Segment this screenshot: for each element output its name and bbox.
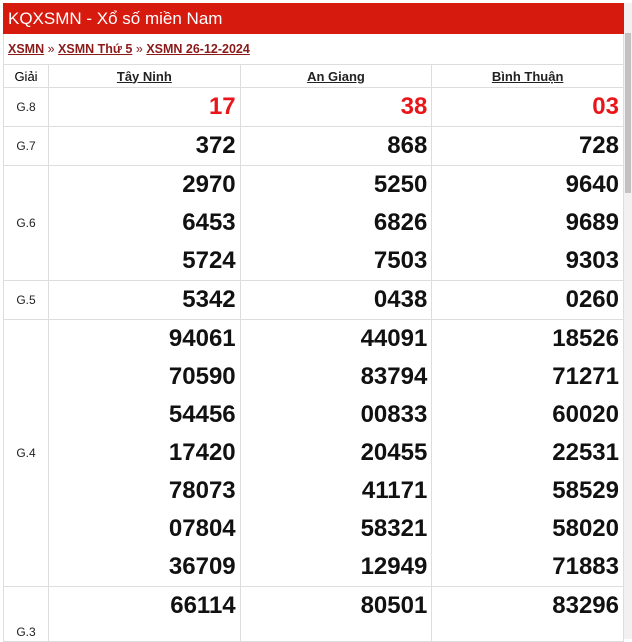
result-number: 6453 [182, 209, 236, 236]
result-number: 03 [592, 93, 619, 120]
result-cell: 728 [431, 126, 624, 166]
table-row: G.4 94061 70590 54456 17420 78073 07804 36709 44… [3, 319, 624, 587]
result-number: 9640 [565, 171, 619, 198]
prize-label: G.4 [3, 319, 49, 587]
province-header: Tây Ninh [48, 64, 241, 88]
prize-label: G.5 [3, 280, 49, 320]
result-cell: 868 [239, 126, 433, 166]
result-cell: 66114 [48, 586, 241, 642]
result-number: 58529 [552, 477, 619, 504]
page-title: KQXSMN - Xổ số miền Nam [3, 3, 624, 34]
province-header: An Giang [239, 64, 433, 88]
result-number: 83794 [360, 363, 428, 390]
result-number: 66114 [170, 592, 236, 619]
table-row: G.3 66114 80501 83296 [3, 586, 624, 642]
result-number: 44091 [360, 325, 428, 352]
result-number: 94061 [168, 325, 236, 352]
result-cell: 372 [48, 126, 241, 166]
table-row: G.6 2970 6453 5724 5250 6826 7503 9640 9689 9303 [3, 165, 624, 281]
result-number: 6826 [373, 209, 428, 236]
prize-label: G.3 [3, 586, 49, 642]
table-header-row: Giải Tây Ninh An Giang Bình Thuận [3, 64, 624, 88]
table-row: G.7 372 868 728 [3, 126, 624, 166]
result-number: 58321 [360, 515, 428, 542]
result-number: 868 [387, 132, 428, 159]
breadcrumb-separator: » [135, 42, 143, 56]
prize-label: G.8 [3, 87, 49, 127]
province-link[interactable]: Bình Thuận [491, 68, 564, 84]
scrollbar-thumb[interactable] [625, 33, 631, 193]
province-header: Bình Thuận [431, 64, 624, 88]
result-number: 9689 [565, 209, 619, 236]
result-number: 78073 [168, 477, 236, 504]
result-number: 2970 [182, 171, 236, 198]
result-number: 60020 [552, 401, 619, 428]
prize-label: G.7 [3, 126, 49, 166]
prize-column-header: Giải [3, 64, 49, 88]
result-number: 54456 [168, 401, 236, 428]
result-cell: 2970 6453 5724 [48, 165, 241, 281]
result-number: 70590 [168, 363, 236, 390]
result-cell: 5250 6826 7503 [239, 165, 433, 281]
result-number: 00833 [360, 401, 428, 428]
result-number: 83296 [552, 592, 619, 619]
province-link[interactable]: Tây Ninh [116, 68, 172, 84]
breadcrumb-xsmn[interactable]: XSMN [8, 42, 45, 56]
results-panel: KQXSMN - Xổ số miền Nam XSMN » XSMN Thứ … [3, 3, 624, 642]
result-number: 5342 [182, 286, 236, 313]
breadcrumb: XSMN » XSMN Thứ 5 » XSMN 26-12-2024 [3, 34, 624, 64]
result-number: 0438 [373, 286, 428, 313]
result-number: 17 [208, 93, 236, 120]
result-number: 71883 [552, 553, 619, 580]
result-number: 20455 [360, 439, 428, 466]
result-number: 58020 [552, 515, 619, 542]
result-number: 5250 [373, 171, 428, 198]
result-cell: 94061 70590 54456 17420 78073 07804 36709 [48, 319, 241, 587]
result-cell: 38 [239, 87, 433, 127]
result-cell: 80501 [239, 586, 433, 642]
result-number: 22531 [552, 439, 619, 466]
result-cell: 0260 [431, 280, 624, 320]
province-link[interactable]: An Giang [307, 68, 365, 84]
result-number: 41171 [361, 477, 428, 504]
scrollbar[interactable] [624, 3, 632, 639]
result-cell: 9640 9689 9303 [431, 165, 624, 281]
result-number: 7503 [373, 247, 428, 274]
result-number: 36709 [168, 553, 236, 580]
result-number: 728 [578, 132, 619, 159]
result-cell: 83296 [431, 586, 624, 642]
result-cell: 44091 83794 00833 20455 41171 58321 12949 [239, 319, 433, 587]
result-cell: 0438 [239, 280, 433, 320]
breadcrumb-thu5[interactable]: XSMN Thứ 5 [58, 42, 133, 56]
table-row: G.8 17 38 03 [3, 87, 624, 127]
result-number: 12949 [360, 553, 428, 580]
result-number: 80501 [360, 592, 428, 619]
result-number: 5724 [182, 247, 236, 274]
result-number: 38 [400, 93, 428, 120]
result-number: 18526 [552, 325, 619, 352]
result-number: 07804 [168, 515, 236, 542]
prize-label: G.6 [3, 165, 49, 281]
result-number: 17420 [168, 439, 236, 466]
result-number: 9303 [565, 247, 619, 274]
results-table: Giải Tây Ninh An Giang Bình Thuận G.8 17 3… [3, 64, 624, 642]
breadcrumb-date[interactable]: XSMN 26-12-2024 [146, 42, 250, 56]
table-row: G.5 5342 0438 0260 [3, 280, 624, 320]
breadcrumb-separator: » [47, 42, 55, 56]
result-number: 372 [195, 132, 236, 159]
result-number: 0260 [565, 286, 619, 313]
result-cell: 5342 [48, 280, 241, 320]
result-cell: 03 [431, 87, 624, 127]
result-cell: 17 [48, 87, 241, 127]
result-cell: 18526 71271 60020 22531 58529 58020 71883 [431, 319, 624, 587]
result-number: 71271 [552, 363, 619, 390]
